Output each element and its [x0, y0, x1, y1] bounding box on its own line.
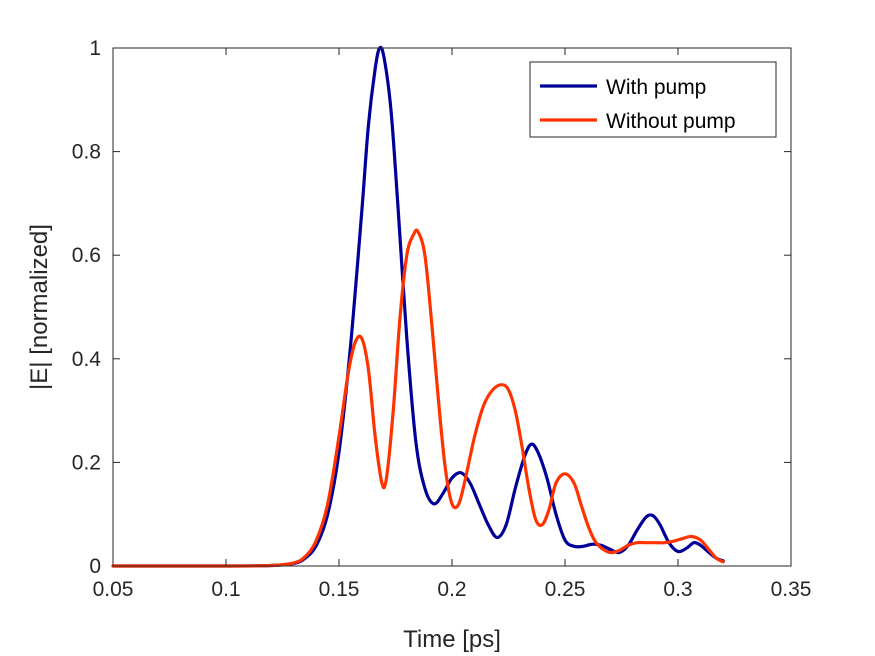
legend-label-without-pump: Without pump [606, 110, 736, 133]
legend-label-with-pump: With pump [606, 76, 706, 99]
x-tick-label: 0.2 [437, 578, 466, 601]
y-axis-label: |E| [normalized] [26, 224, 53, 390]
legend: With pump Without pump [529, 61, 777, 138]
x-axis-label: Time [ps] [403, 626, 501, 653]
series-layer [111, 45, 725, 568]
x-tick-label: 0.3 [663, 578, 692, 601]
legend-box [529, 61, 777, 138]
x-tick-label: 0.05 [93, 578, 134, 601]
x-tick-label: 0.1 [211, 578, 240, 601]
y-tick-label: 0 [89, 555, 101, 578]
x-tick-label: 0.35 [771, 578, 812, 601]
series-line-with-pump [111, 45, 725, 568]
y-tick-label: 0.4 [72, 348, 102, 371]
ticks-layer: 0.05 0.1 0.15 0.2 0.25 0.3 0.35 0 0.2 0.4 0.6 0.8 1 [72, 37, 812, 601]
y-tick-label: 0.8 [72, 141, 101, 164]
x-tick-label: 0.25 [545, 578, 586, 601]
x-tick-label: 0.15 [319, 578, 360, 601]
series-line-without-pump [111, 228, 725, 568]
y-tick-label: 1 [89, 37, 101, 60]
y-tick-label: 0.6 [72, 244, 101, 267]
y-tick-label: 0.2 [72, 451, 101, 474]
